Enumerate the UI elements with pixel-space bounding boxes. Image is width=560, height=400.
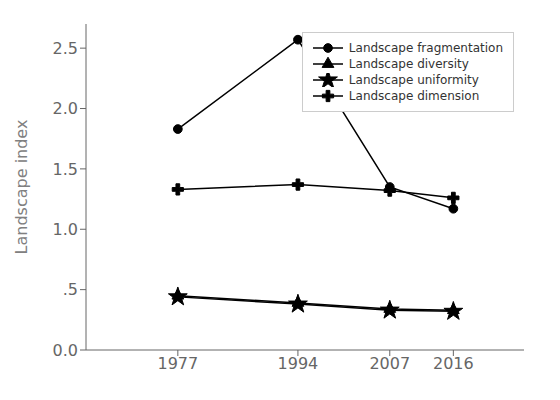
svg-text:0.0: 0.0: [53, 341, 78, 360]
html-text:Landscape uniformity: Landscape uniformity: [348, 73, 479, 87]
svg-text:1994: 1994: [278, 354, 319, 373]
svg-text:2007: 2007: [369, 354, 410, 373]
svg-text:2.5: 2.5: [53, 39, 78, 58]
svg-text:2016: 2016: [433, 354, 474, 373]
html-text:Landscape fragmentation: Landscape fragmentation: [348, 41, 503, 55]
html-text:Landscape dimension: Landscape dimension: [348, 89, 480, 103]
svg-text:.5: .5: [63, 280, 78, 299]
svg-text:2.0: 2.0: [53, 99, 78, 118]
html-text:Landscape diversity: Landscape diversity: [348, 57, 469, 71]
svg-text:1.0: 1.0: [53, 220, 78, 239]
svg-text:1977: 1977: [157, 354, 198, 373]
svg-text:Landscape index: Landscape index: [12, 120, 31, 255]
svg-text:1.5: 1.5: [53, 160, 78, 179]
